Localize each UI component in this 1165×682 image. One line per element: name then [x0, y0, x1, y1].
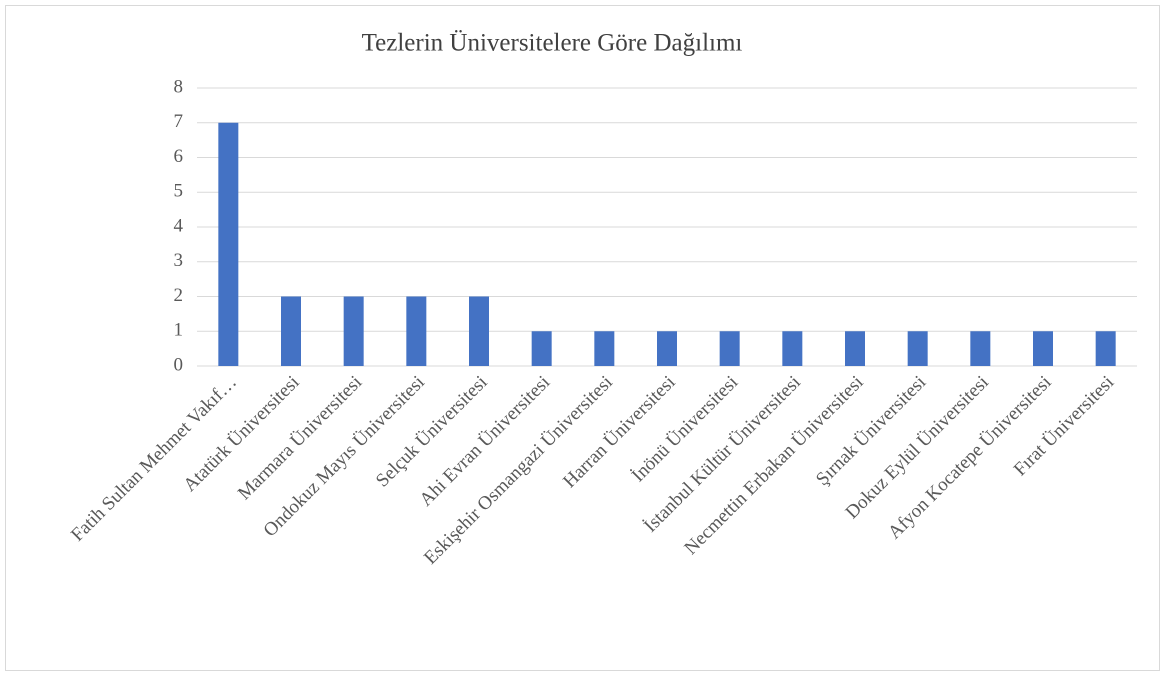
y-tick-label: 4 [174, 215, 184, 236]
bar [343, 296, 364, 366]
bar [907, 331, 928, 366]
bar [1033, 331, 1053, 366]
bar [719, 331, 740, 366]
y-tick-label: 8 [174, 76, 184, 97]
bar [469, 296, 489, 366]
bar [406, 296, 427, 366]
y-tick-label: 1 [174, 320, 184, 341]
chart-title: Tezlerin Üniversitelere Göre Dağılımı [362, 30, 743, 57]
y-tick-label: 2 [174, 285, 184, 306]
bar [782, 331, 803, 366]
chart-border [5, 5, 1160, 671]
bar [218, 122, 239, 366]
y-tick-label: 3 [174, 250, 184, 271]
bar [845, 331, 865, 366]
bar [970, 331, 991, 366]
bar [531, 331, 552, 366]
y-tick-label: 7 [174, 111, 184, 132]
bar [1095, 331, 1116, 366]
bar [594, 331, 615, 366]
bar [281, 296, 301, 366]
bar [657, 331, 677, 366]
y-tick-label: 0 [174, 354, 184, 375]
y-tick-label: 5 [174, 181, 184, 202]
y-tick-label: 6 [174, 146, 184, 167]
